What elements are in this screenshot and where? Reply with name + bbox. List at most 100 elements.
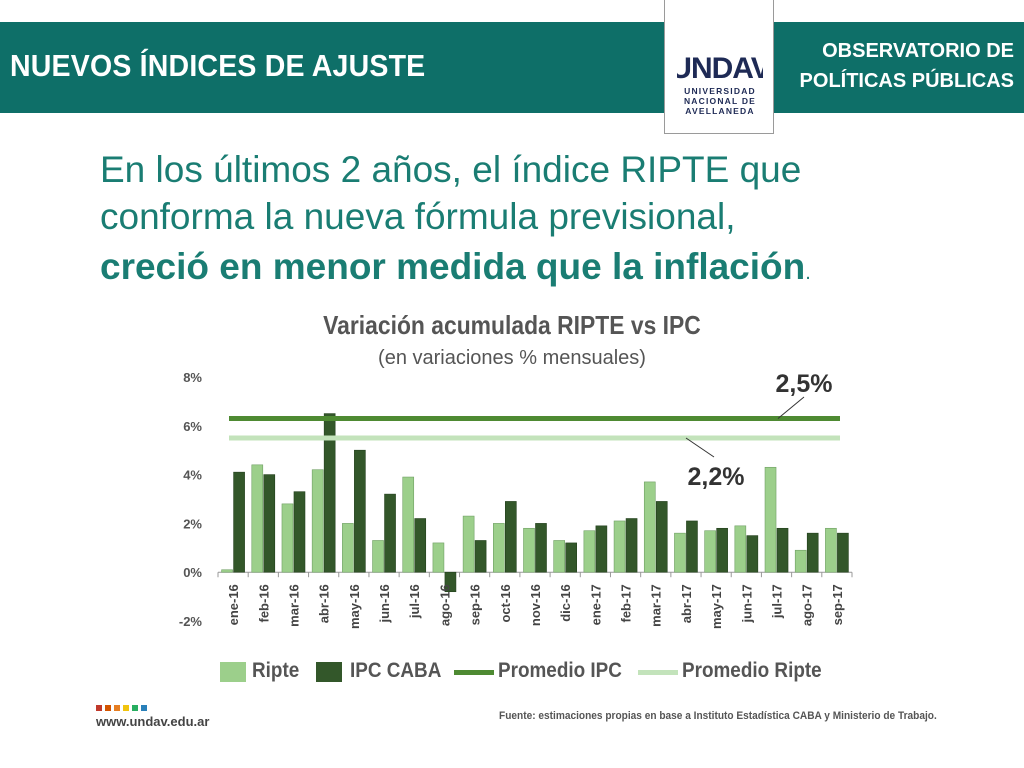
legend-label-ipc: IPC CABA: [350, 659, 442, 682]
bar-ripte: [402, 476, 415, 573]
legend-swatch-ripte: [220, 662, 246, 682]
y-tick-label: 8%: [183, 370, 202, 385]
x-tick-label: jul-16: [407, 584, 422, 619]
source-note: Fuente: estimaciones propias en base a I…: [499, 710, 937, 722]
bar-ripte: [372, 540, 384, 573]
x-tick-label: mar-16: [286, 584, 301, 627]
y-tick-label: 6%: [183, 419, 202, 434]
bar-ipc-caba: [233, 471, 245, 573]
x-tick-label: may-17: [709, 584, 724, 629]
undav-logo-mark: UNDAV: [677, 52, 763, 85]
x-tick-label: sep-17: [830, 584, 845, 625]
y-tick-label: 2%: [183, 516, 202, 531]
x-tick-label: ene-16: [226, 584, 241, 625]
x-tick-label: jun-17: [739, 584, 754, 623]
annotation-promedio-ipc: 2,5%: [776, 370, 833, 398]
legend-label-promedio-ripte: Promedio Ripte: [682, 659, 822, 682]
bar-ripte: [674, 532, 686, 573]
chart-title: Variación acumulada RIPTE vs IPC: [323, 310, 701, 340]
brand-dots: [96, 705, 156, 712]
bar-ipc-caba: [776, 527, 789, 573]
headline-emphasis: creció en menor medida que la inflación: [100, 246, 806, 287]
bar-ipc-caba: [746, 535, 759, 573]
bar-ripte: [342, 523, 354, 573]
y-tick-label: -2%: [179, 614, 203, 629]
x-tick-label: dic-16: [558, 584, 573, 622]
bar-ripte: [523, 527, 535, 573]
x-tick-label: sep-16: [468, 584, 483, 625]
brand-dot: [141, 705, 147, 711]
annotation-leader-ipc: [777, 396, 805, 419]
bar-ipc-caba: [655, 501, 668, 573]
bar-ipc-caba: [444, 571, 457, 593]
logo-line-1: UNIVERSIDAD: [684, 86, 756, 96]
x-tick-label: feb-17: [619, 584, 634, 622]
bar-ipc-caba: [837, 532, 849, 573]
header-band: [0, 22, 1024, 113]
legend-swatch-promedio-ipc: [454, 670, 494, 675]
bar-ripte: [281, 503, 294, 573]
bar-ipc-caba: [474, 540, 487, 573]
bar-ipc-caba: [595, 525, 608, 573]
bar-ipc-caba: [505, 501, 517, 573]
x-tick-label: nov-16: [528, 584, 543, 626]
logo-wordmark: UNDAV: [677, 52, 763, 85]
annotation-promedio-ripte: 2,2%: [688, 463, 745, 491]
bar-ripte: [462, 515, 475, 573]
x-tick-label: jul-17: [770, 584, 785, 619]
bar-ipc-caba: [806, 532, 819, 573]
y-tick-label: 0%: [183, 565, 202, 580]
bar-ripte: [704, 530, 716, 573]
bar-ipc-caba: [263, 474, 276, 573]
bar-ripte: [493, 523, 505, 573]
x-tick-label: abr-17: [679, 584, 694, 623]
brand-dot: [96, 705, 102, 711]
bar-ipc-caba: [686, 520, 698, 573]
logo-line-2: NACIONAL DE: [683, 96, 757, 106]
bar-ripte: [613, 520, 626, 573]
headline-line-2: conforma la nueva fórmula previsional,: [100, 196, 736, 237]
x-tick-label: abr-16: [317, 584, 332, 623]
bar-ipc-caba: [354, 449, 366, 573]
brand-dot: [114, 705, 120, 711]
headline-period: .: [805, 262, 811, 284]
page-title: NUEVOS ÍNDICES DE AJUSTE: [10, 48, 426, 83]
bar-ripte: [794, 549, 807, 573]
bar-ipc-caba: [716, 527, 728, 573]
headline-line-1: En los últimos 2 años, el índice RIPTE q…: [100, 149, 802, 190]
headline-line-3: creció en menor medida que la inflación.: [100, 243, 811, 297]
x-tick-label: mar-17: [649, 584, 664, 627]
y-tick-label: 4%: [183, 468, 202, 483]
legend-swatch-promedio-ripte: [638, 670, 678, 675]
x-tick-label: ago-16: [437, 584, 452, 626]
bar-ipc-caba: [384, 493, 396, 573]
legend-label-promedio-ipc: Promedio IPC: [498, 659, 622, 682]
x-tick-label: may-16: [347, 584, 362, 629]
x-tick-label: oct-16: [498, 584, 513, 622]
x-tick-label: jun-16: [377, 584, 392, 623]
brand-dot: [123, 705, 129, 711]
bar-ripte: [553, 540, 565, 573]
logo-line-3: AVELLANEDA: [685, 106, 755, 116]
chart-subtitle: (en variaciones % mensuales): [378, 347, 646, 369]
bar-ripte: [734, 525, 747, 573]
bar-ipc-caba: [565, 542, 577, 573]
bar-ripte: [764, 466, 777, 573]
x-tick-label: ene-17: [588, 584, 603, 625]
brand-dot: [105, 705, 111, 711]
org-name-line-1: OBSERVATORIO DE: [822, 40, 1014, 62]
bar-ripte: [432, 542, 445, 573]
bar-ripte: [825, 527, 837, 573]
annotation-leader-ripte: [685, 437, 715, 458]
bar-ripte: [643, 481, 656, 573]
university-logo: UNDAV UNIVERSIDAD NACIONAL DE AVELLANEDA: [664, 0, 774, 134]
brand-dot: [132, 705, 138, 711]
bar-ipc-caba: [414, 518, 427, 573]
legend-swatch-ipc: [316, 662, 342, 682]
bar-ripte: [251, 464, 264, 573]
bar-ripte: [583, 530, 596, 573]
bar-ipc-caba: [293, 491, 306, 573]
bar-ipc-caba: [625, 518, 638, 573]
website-link[interactable]: www.undav.edu.ar: [96, 714, 210, 729]
